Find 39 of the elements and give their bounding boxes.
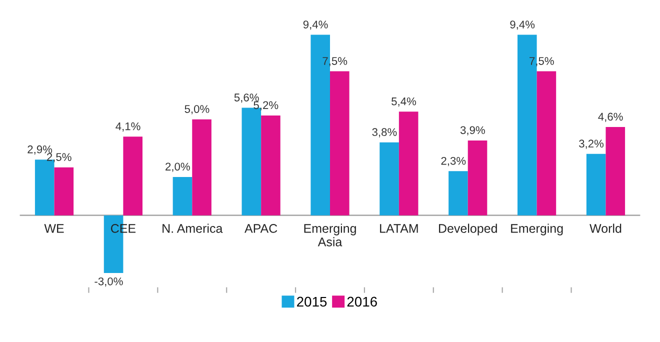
x-tick-label: World [590, 224, 622, 233]
data-label: 2,3% [441, 156, 466, 166]
data-label: 5,0% [184, 105, 210, 114]
data-label: 3,8% [372, 128, 397, 138]
x-tick-label: Emerging Asia [304, 224, 356, 246]
data-label: 5,4% [392, 97, 416, 107]
legend-label: 2015 [297, 296, 327, 307]
x-tick-label: APAC [244, 224, 278, 233]
x-tick-label: Developed [439, 224, 497, 236]
bar [380, 142, 399, 216]
data-label: 2,0% [166, 162, 190, 172]
bar [192, 119, 212, 216]
x-tick-label: N. America [162, 224, 223, 233]
bar [448, 171, 468, 216]
legend-label: 2016 [347, 296, 377, 307]
x-tick-label: WE [44, 224, 64, 233]
data-label: 2,9% [28, 145, 52, 155]
data-label: 5,6% [234, 94, 259, 103]
bar [123, 136, 142, 216]
bar [536, 71, 556, 216]
bar [606, 127, 626, 216]
data-label: 3,2% [579, 140, 604, 149]
bar [586, 154, 606, 216]
data-label: 9,4% [510, 20, 535, 30]
bar [172, 176, 192, 216]
bar [54, 167, 74, 216]
bar [330, 71, 350, 216]
bar [468, 140, 488, 216]
data-label: 4,6% [598, 112, 623, 122]
x-tick-label: LATAM [380, 224, 418, 233]
data-label: 4,1% [116, 122, 140, 132]
bar [261, 115, 280, 216]
data-label: 3,9% [460, 126, 485, 136]
data-label: 5,2% [254, 101, 278, 110]
data-label: 2,5% [46, 153, 72, 162]
x-tick-label: Emerging [511, 224, 563, 236]
data-label: 9,4% [303, 20, 328, 30]
bar [398, 112, 418, 216]
data-label: -3,0% [94, 277, 123, 287]
